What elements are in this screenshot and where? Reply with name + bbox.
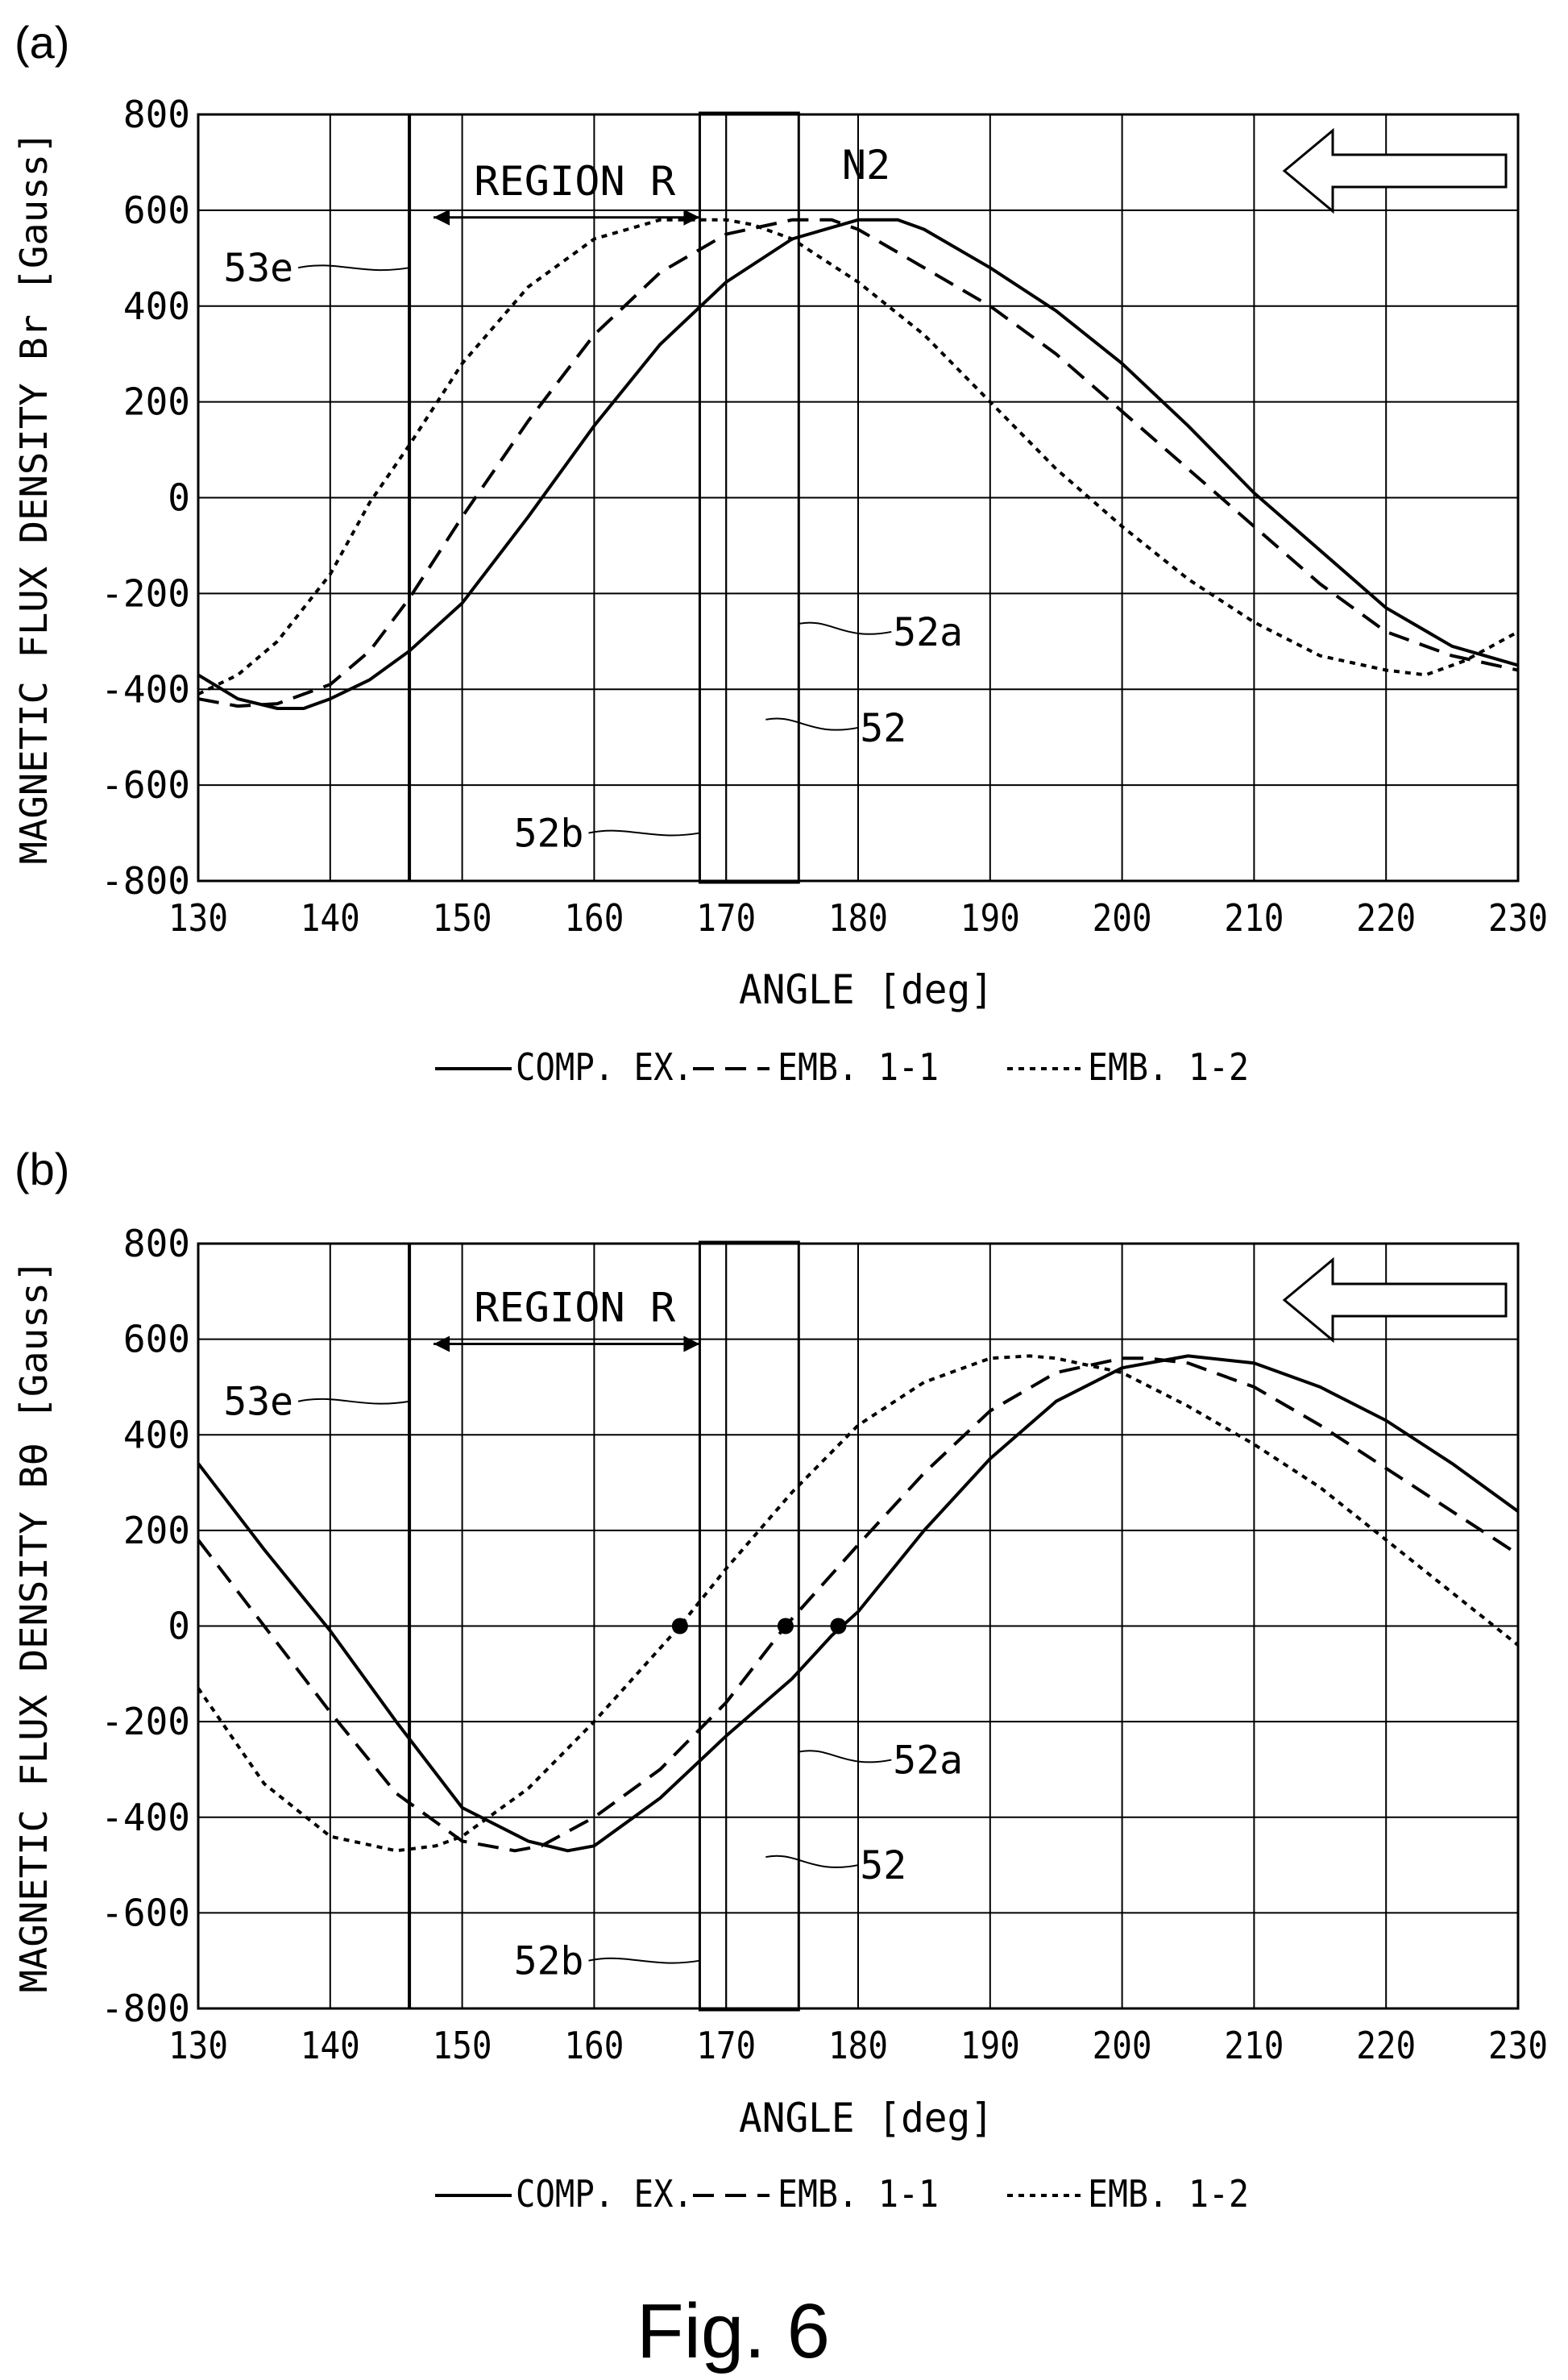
zero-crossing-point [777, 1618, 794, 1634]
annotation-label: 52b [514, 812, 584, 857]
y-tick-label: -800 [101, 859, 190, 903]
series-line-solid [198, 1354, 1518, 1853]
y-tick-label: 200 [123, 1509, 190, 1552]
annotation-label: 52a [893, 1738, 963, 1784]
y-tick-label: 800 [123, 1222, 190, 1265]
y-tick-label: 600 [123, 1318, 190, 1361]
annotation-label: 53e [223, 1380, 293, 1425]
box-52 [698, 1240, 800, 2012]
y-tick-label: 800 [123, 93, 190, 136]
legend-label: EMB. 1-2 [1088, 1045, 1249, 1089]
panel-label: (a) [15, 17, 69, 68]
y-tick-label: -200 [101, 1700, 190, 1743]
panel-b: (b) 130 140 150 160 170 180 190 200 210 220 230 800 6… [12, 1144, 1548, 2216]
series-line-dotted [198, 1354, 1518, 1853]
x-tick-label: 170 [696, 896, 756, 940]
region-arrowhead-left [433, 1335, 450, 1352]
x-tick-label: 210 [1224, 896, 1284, 940]
x-tick-label: 190 [960, 896, 1020, 940]
x-tick-label: 220 [1356, 896, 1416, 940]
legend-label: EMB. 1-1 [778, 2172, 939, 2216]
region-arrowhead-right [683, 1335, 700, 1352]
x-tick-label: 180 [828, 2024, 888, 2067]
leader-line [799, 1750, 892, 1763]
leader-line [799, 621, 892, 635]
leader-line [297, 264, 410, 272]
legend-label: COMP. EX. [516, 1045, 693, 1089]
legend-label: COMP. EX. [516, 2172, 693, 2216]
x-axis-label: ANGLE [deg] [739, 966, 993, 1013]
x-tick-label: 200 [1093, 896, 1152, 940]
region-label: REGION R [474, 158, 676, 205]
y-tick-label: -200 [101, 571, 190, 615]
annotation-label: 52 [860, 706, 906, 751]
x-tick-label: 160 [564, 896, 624, 940]
panel-label: (b) [15, 1144, 69, 1194]
leader-line [765, 717, 859, 731]
leader-line [765, 1855, 859, 1868]
y-tick-label: 400 [123, 1413, 190, 1456]
y-tick-label: 200 [123, 380, 190, 424]
x-tick-label: 130 [168, 2024, 228, 2067]
x-tick-label: 150 [433, 896, 492, 940]
y-tick-label: -600 [101, 1891, 190, 1934]
region-arrowhead-right [683, 209, 700, 226]
y-tick-label: -600 [101, 763, 190, 807]
y-tick-label: 600 [123, 189, 190, 232]
x-tick-label: 130 [168, 896, 228, 940]
annotation-label: 53e [223, 246, 293, 291]
direction-arrow-icon [1282, 127, 1508, 214]
box-52 [698, 111, 800, 884]
panel-a: (a) 130 140 150 160 170 180 190 200 210 220 230 800 6… [12, 17, 1548, 1089]
figure-caption: Fig. 6 [637, 2288, 830, 2374]
x-tick-label: 230 [1488, 2024, 1548, 2067]
annotation-label: 52 [860, 1843, 906, 1888]
x-tick-label: 220 [1356, 2024, 1416, 2067]
leader-line [588, 1957, 700, 1964]
y-tick-label: -800 [101, 1987, 190, 2030]
series-line-dashed [198, 1356, 1518, 1853]
series-line-dashed [198, 218, 1518, 708]
y-tick-label: 0 [168, 1605, 190, 1648]
x-tick-label: 140 [301, 896, 360, 940]
x-tick-label: 230 [1488, 896, 1548, 940]
legend-label: EMB. 1-2 [1088, 2172, 1249, 2216]
plot-frame [197, 113, 1520, 883]
y-axis-label: MAGNETIC FLUX DENSITY Bθ [Gauss] [12, 1260, 56, 1993]
plot-frame [197, 1242, 1520, 2010]
x-tick-label: 190 [960, 2024, 1020, 2067]
y-tick-label: 0 [168, 476, 190, 520]
leader-line [588, 829, 700, 837]
x-tick-label: 180 [828, 896, 888, 940]
annotation-label: 52b [514, 1939, 584, 1984]
y-tick-label: -400 [101, 667, 190, 711]
x-axis-label: ANGLE [deg] [739, 2095, 993, 2141]
zero-crossing-point [830, 1618, 847, 1634]
x-tick-label: 210 [1224, 2024, 1284, 2067]
series-line-dotted [198, 218, 1518, 696]
x-tick-label: 150 [433, 2024, 492, 2067]
legend-label: EMB. 1-1 [778, 1045, 939, 1089]
x-tick-label: 170 [696, 2024, 756, 2067]
leader-line [297, 1398, 410, 1405]
zero-crossing-point [671, 1618, 688, 1634]
peak-label-n2: N2 [842, 142, 890, 189]
direction-arrow-icon [1282, 1256, 1508, 1344]
region-label: REGION R [474, 1285, 676, 1331]
y-tick-label: -400 [101, 1796, 190, 1839]
x-tick-label: 160 [564, 2024, 624, 2067]
y-tick-label: 400 [123, 285, 190, 328]
annotation-label: 52a [893, 610, 963, 655]
x-tick-label: 200 [1093, 2024, 1152, 2067]
y-axis-label: MAGNETIC FLUX DENSITY Br [Gauss] [12, 131, 56, 865]
x-tick-label: 140 [301, 2024, 360, 2067]
region-arrowhead-left [433, 209, 450, 226]
